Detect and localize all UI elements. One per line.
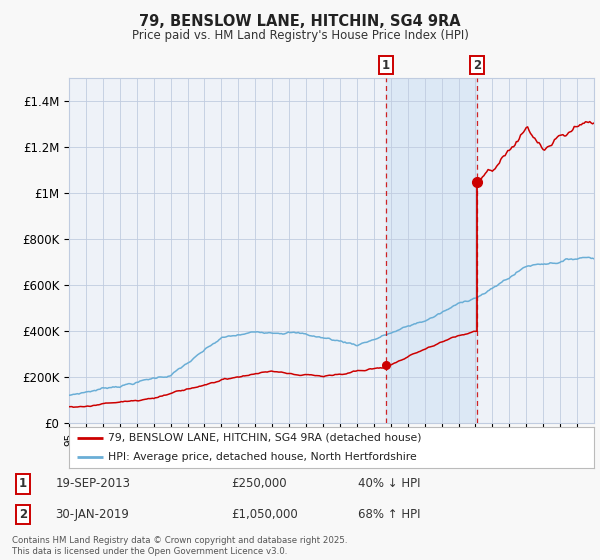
Text: 30-JAN-2019: 30-JAN-2019 <box>55 508 129 521</box>
Bar <box>386 78 477 423</box>
Text: 79, BENSLOW LANE, HITCHIN, SG4 9RA: 79, BENSLOW LANE, HITCHIN, SG4 9RA <box>139 14 461 29</box>
Text: 1: 1 <box>19 478 27 491</box>
Text: £1,050,000: £1,050,000 <box>231 508 298 521</box>
Text: 1: 1 <box>382 58 390 72</box>
Text: 19-SEP-2013: 19-SEP-2013 <box>55 478 130 491</box>
Text: Price paid vs. HM Land Registry's House Price Index (HPI): Price paid vs. HM Land Registry's House … <box>131 29 469 42</box>
Text: 68% ↑ HPI: 68% ↑ HPI <box>358 508 420 521</box>
Text: HPI: Average price, detached house, North Hertfordshire: HPI: Average price, detached house, Nort… <box>109 451 417 461</box>
Text: Contains HM Land Registry data © Crown copyright and database right 2025.
This d: Contains HM Land Registry data © Crown c… <box>12 536 347 556</box>
Text: £250,000: £250,000 <box>231 478 287 491</box>
Text: 2: 2 <box>473 58 481 72</box>
Text: 79, BENSLOW LANE, HITCHIN, SG4 9RA (detached house): 79, BENSLOW LANE, HITCHIN, SG4 9RA (deta… <box>109 433 422 443</box>
Text: 2: 2 <box>19 508 27 521</box>
Text: 40% ↓ HPI: 40% ↓ HPI <box>358 478 420 491</box>
